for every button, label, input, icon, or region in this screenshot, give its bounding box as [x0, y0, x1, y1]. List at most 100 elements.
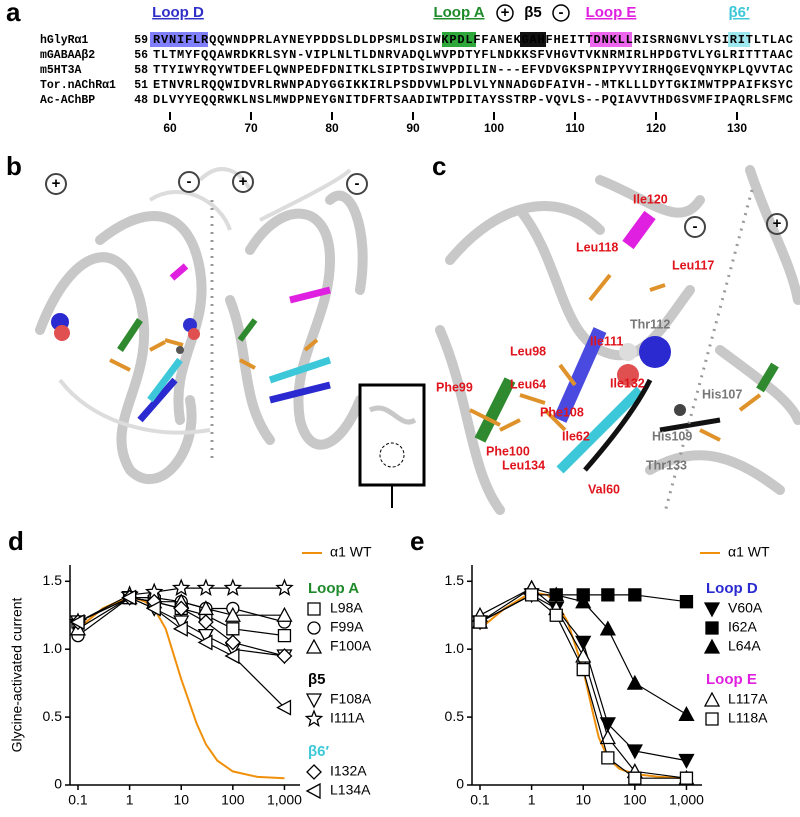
sign: -: [355, 175, 360, 192]
legend-label: α1 WT: [728, 544, 770, 560]
legend-label: F99A: [330, 619, 364, 635]
sign: +: [239, 173, 248, 190]
legend-marker: [307, 694, 321, 707]
sign: +: [773, 215, 782, 232]
residue-label: Leu117: [672, 258, 714, 272]
panel-label: c: [432, 151, 446, 181]
panel-label: b: [6, 151, 22, 181]
legend-marker: [308, 603, 320, 615]
marker: [278, 630, 290, 642]
sequence: ETNVRLRQQWIDVRLRWNPADYGGIKKIRLPSDDVWLPDL…: [153, 78, 793, 92]
species-name: mGABAAβ2: [40, 49, 95, 62]
species-name: hGlyRα1: [40, 34, 88, 47]
legend-marker: [307, 640, 321, 653]
legend-label: L98A: [330, 600, 363, 616]
residue-label: Val60: [588, 482, 620, 496]
marker: [679, 755, 693, 768]
sequence: TTYIWYRQYWTDEFLQWNPEDFDNITKLSIPTDSIWVPDI…: [153, 63, 793, 77]
legend-label: I132A: [330, 763, 367, 779]
x-tick-label: 1,000: [669, 792, 704, 808]
residue-label: Ile111: [590, 334, 623, 348]
ruler-label: 100: [484, 121, 504, 135]
residue-label: Leu134: [502, 458, 545, 472]
species-name: Tor.nAChRα1: [40, 79, 116, 92]
series-line: [480, 588, 687, 778]
marker: [526, 589, 538, 601]
sign: +: [501, 4, 510, 21]
structure-b: [40, 169, 433, 510]
y-tick-label: 0: [54, 776, 62, 792]
x-tick-label: 1: [528, 792, 536, 808]
legend-group: Loop D: [706, 580, 758, 597]
legend-label: I62A: [728, 619, 757, 635]
loop-label: β6′: [728, 4, 749, 21]
x-tick-label: 1,000: [267, 792, 302, 808]
ruler-label: 110: [565, 121, 585, 135]
ruler-label: 130: [727, 121, 747, 135]
panel-label: d: [8, 526, 24, 556]
x-tick-label: 10: [575, 792, 591, 808]
loop-label: Loop A: [433, 4, 484, 21]
residue-label: Leu118: [576, 240, 618, 254]
legend-marker: [307, 765, 321, 779]
legend-label: V60A: [728, 600, 763, 616]
marker: [550, 609, 562, 621]
legend-group: Loop E: [706, 671, 757, 688]
legend-marker: [306, 711, 321, 726]
legend-group: β6′: [308, 743, 329, 760]
marker: [602, 752, 614, 764]
residue-label: Thr133: [646, 458, 687, 472]
y-axis-label: Glycine-activated current: [9, 597, 25, 752]
legend-group: β5: [308, 671, 326, 688]
legend-marker: [705, 640, 719, 653]
loop-label: Loop D: [152, 4, 204, 21]
marker: [277, 580, 292, 595]
sign: -: [187, 173, 192, 190]
residue-label: Leu98: [510, 344, 546, 358]
sequence: TLTMYFQQAWRDKRLSYN-VIPLNLTLDNRVADQLWVPDT…: [153, 48, 793, 62]
loop-label: β5: [524, 4, 542, 21]
ruler-label: 80: [325, 121, 339, 135]
legend-label: I111A: [330, 710, 365, 726]
panel-label: e: [410, 526, 424, 556]
x-tick-label: 100: [221, 792, 245, 808]
y-tick-label: 0.5: [43, 708, 63, 724]
residue-label: Ile132: [610, 376, 645, 390]
residue-label: Phe99: [436, 380, 473, 394]
residue-label: Leu64: [510, 377, 546, 391]
marker: [225, 580, 240, 595]
ruler-label: 60: [163, 121, 177, 135]
marker: [680, 596, 692, 608]
marker: [680, 772, 692, 784]
start-number: 58: [134, 64, 148, 77]
legend-marker: [705, 603, 719, 616]
marker: [629, 589, 641, 601]
sequence: DLVYYEQQRWKLNSLMWDPNEYGNITDFRTSAADIWTPDI…: [153, 93, 793, 107]
marker: [577, 664, 589, 676]
legend-marker: [308, 622, 320, 634]
x-tick-label: 100: [623, 792, 647, 808]
x-tick-label: 0.1: [470, 792, 490, 808]
residue-label: His109: [652, 429, 692, 443]
ruler-label: 90: [406, 121, 420, 135]
marker: [628, 676, 642, 689]
legend-label: L117A: [728, 691, 768, 707]
series-line: [480, 595, 687, 778]
marker: [629, 772, 641, 784]
y-tick-label: 1.5: [43, 572, 63, 588]
marker: [198, 580, 213, 595]
y-tick-label: 0: [456, 776, 464, 792]
residue-label: Phe100: [486, 444, 530, 458]
start-number: 51: [134, 79, 148, 92]
residue-label: Phe108: [540, 405, 584, 419]
residue-label: Ile62: [562, 429, 590, 443]
y-tick-label: 1.0: [43, 640, 63, 656]
residue-label: His107: [702, 387, 742, 401]
marker: [474, 616, 486, 628]
residue-label: Thr112: [630, 317, 670, 331]
x-tick-label: 10: [173, 792, 189, 808]
marker: [679, 707, 693, 720]
